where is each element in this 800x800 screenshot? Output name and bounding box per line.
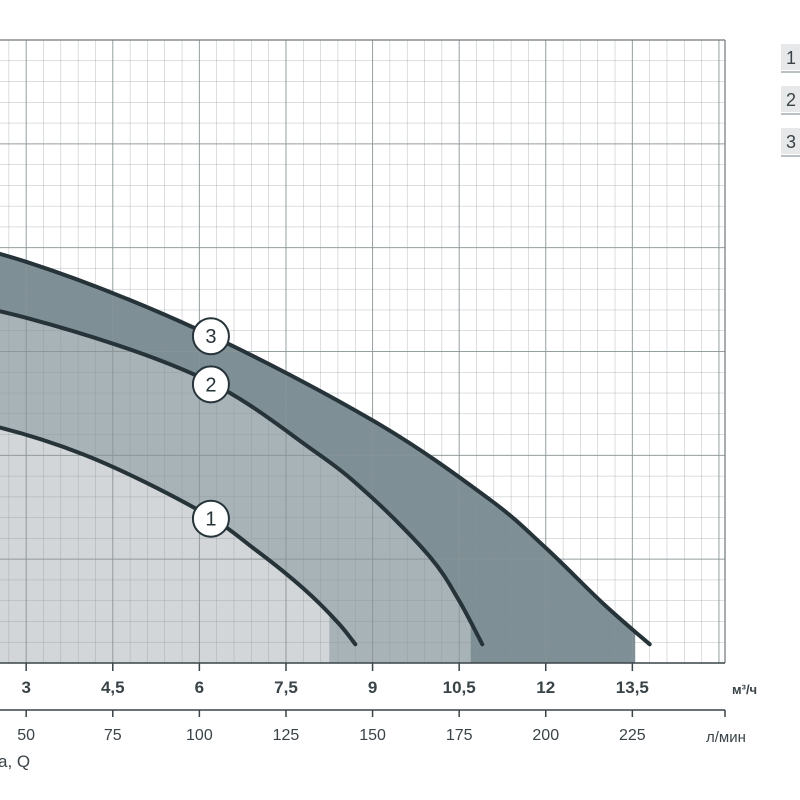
x-tick-label: 9 [368,678,377,697]
x2-tick-label: 125 [273,727,300,744]
curve-label-text: 2 [205,374,216,396]
legend-item-3: 3 [781,128,800,157]
curve-label-circle [191,317,230,356]
x-tick-label: 4,5 [101,678,125,697]
x-unit-m3h: м³/ч [732,682,757,697]
legend-box [781,86,800,112]
legend-label: 1 [786,48,796,68]
curve-label-circle [191,499,230,538]
legend-label: 2 [786,90,796,110]
x-tick-label: 13,5 [616,678,649,697]
curve-label-2: 2 [191,365,230,404]
x2-tick-label: 150 [359,727,386,744]
x2-tick-label: 50 [17,727,35,744]
x-unit-lpm: л/мин [706,729,746,746]
x2-tick-label: 175 [446,727,473,744]
legend-label: 3 [786,132,796,152]
legend-item-2: 2 [781,86,800,115]
grid [0,39,726,664]
curve-label-circle [191,365,230,404]
x2-tick-label: 225 [619,727,646,744]
x-tick-label: 7,5 [274,678,298,697]
x-tick-label: 6 [195,678,204,697]
curve-label-text: 1 [205,509,216,531]
curve-2 [0,309,485,647]
curve-3 [0,251,652,647]
axes: 3 4,5 6 7,5 9 10,5 12 13,5 м³/ч 50 75 100 125 150 175 2… [0,662,757,771]
x-axis-label-fragment: а, Q [0,752,30,771]
x-tick-label: 3 [21,678,30,697]
legend-item-1: 1 [781,44,800,73]
legend-box [781,128,800,154]
curve-label-3: 3 [191,317,230,356]
x2-tick-label: 75 [104,727,122,744]
curve-label-1: 1 [191,499,230,538]
x-tick-label: 12 [536,678,555,697]
legend-box [781,44,800,70]
x2-tick-label: 200 [532,727,559,744]
curve-label-text: 3 [205,326,216,348]
curve-labels: 1 2 3 [191,317,230,538]
x2-tick-label: 100 [186,727,213,744]
x-tick-label: 10,5 [443,678,476,697]
legend: 1 2 3 [781,44,800,157]
